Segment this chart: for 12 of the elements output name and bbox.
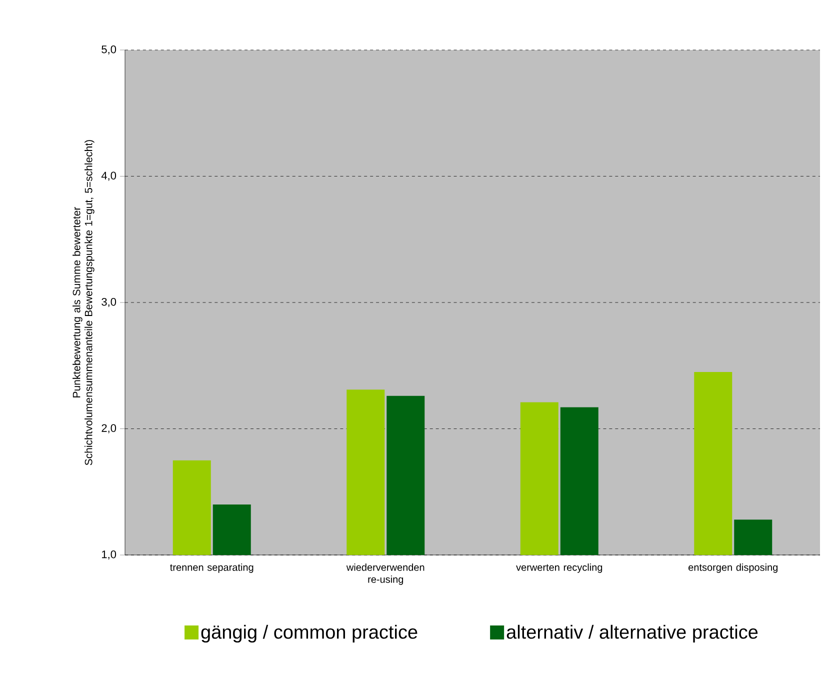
x-tick-label: wiederverwenden re-using bbox=[346, 564, 424, 585]
x-tick-label: verwerten recycling bbox=[516, 564, 602, 573]
y-tick-label: 2,0 bbox=[102, 424, 116, 434]
y-tick-label: 3,0 bbox=[102, 298, 116, 308]
legend-label: gängig / common practice bbox=[201, 624, 418, 643]
y-tick-label: 4,0 bbox=[101, 172, 116, 181]
y-axis-title: Punktebewertung als Summe bewerteter Schichtvolumensummenanteile Bewertungspunkte 1=gut, 5=schlecht) bbox=[72, 140, 94, 466]
x-tick-label: trennen separating bbox=[170, 564, 254, 573]
y-tick-label: 5,0 bbox=[102, 45, 116, 55]
y-tick-label: 1,0 bbox=[102, 550, 116, 560]
x-tick-label: entsorgen disposing bbox=[688, 564, 778, 573]
legend-label: alternativ / alternative practice bbox=[506, 624, 758, 643]
